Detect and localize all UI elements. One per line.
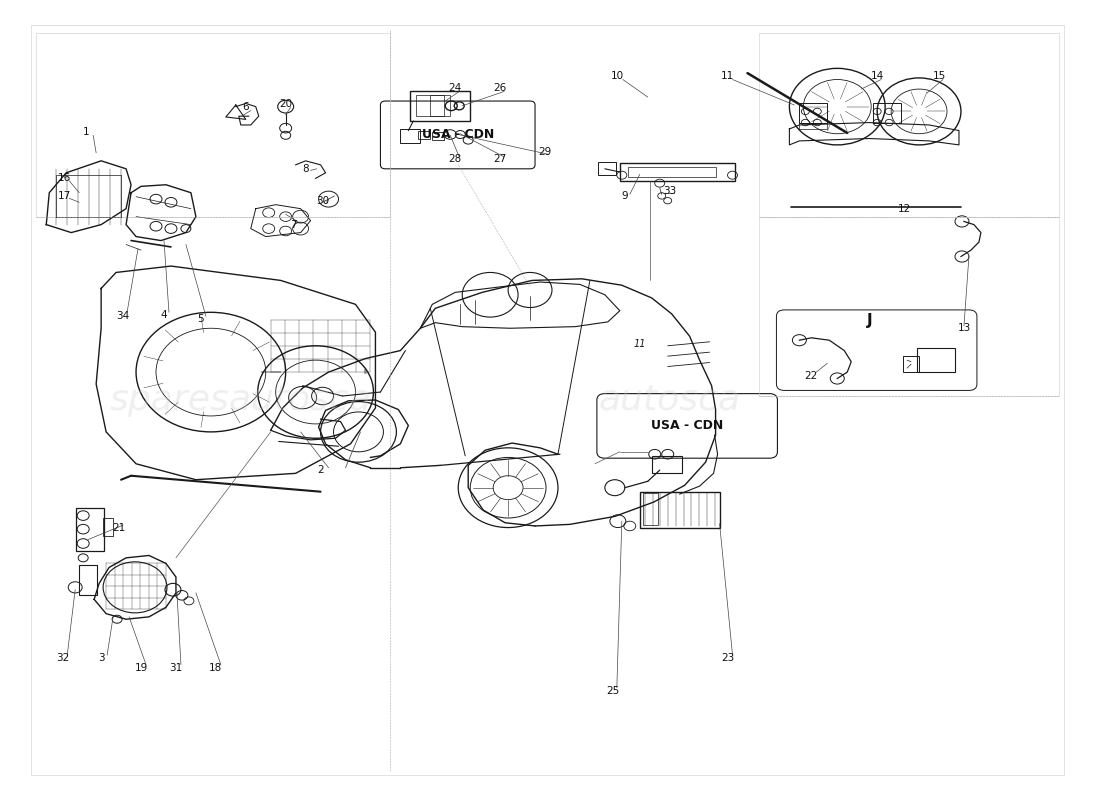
Bar: [400, 129, 420, 143]
Text: 31: 31: [169, 663, 183, 673]
Bar: [640, 492, 719, 527]
Bar: [410, 90, 470, 121]
Text: 17: 17: [57, 191, 70, 201]
Text: sparesautosca: sparesautosca: [110, 383, 372, 417]
Text: 24: 24: [449, 83, 462, 94]
Text: USA - CDN: USA - CDN: [651, 419, 724, 433]
Text: 14: 14: [870, 71, 883, 82]
Text: 7: 7: [290, 220, 297, 230]
Bar: [79, 565, 97, 595]
Text: J: J: [867, 313, 872, 328]
Text: 21: 21: [112, 522, 125, 533]
Bar: [642, 494, 658, 525]
Text: 5: 5: [198, 314, 205, 325]
Text: 30: 30: [316, 196, 329, 206]
Bar: [418, 130, 430, 138]
Bar: [800, 122, 827, 129]
Bar: [759, 217, 1058, 396]
Text: 9: 9: [621, 191, 628, 201]
Text: 11: 11: [634, 339, 646, 349]
Bar: [432, 132, 444, 140]
Text: 29: 29: [538, 147, 551, 157]
Text: 25: 25: [606, 686, 619, 696]
Bar: [430, 95, 450, 116]
Text: 28: 28: [449, 154, 462, 164]
Text: 11: 11: [720, 71, 734, 82]
Text: 34: 34: [117, 311, 130, 322]
Text: 13: 13: [957, 323, 970, 334]
Bar: [903, 356, 920, 372]
Text: 12: 12: [898, 204, 911, 214]
Text: 4: 4: [161, 310, 167, 321]
Text: 26: 26: [494, 83, 507, 94]
Text: 10: 10: [612, 71, 625, 82]
Bar: [416, 95, 444, 116]
Text: 27: 27: [494, 154, 507, 164]
Text: 6: 6: [242, 102, 249, 113]
Text: 19: 19: [134, 663, 147, 673]
Text: 33: 33: [663, 186, 676, 196]
Text: 20: 20: [279, 99, 293, 110]
Bar: [36, 34, 390, 217]
Text: 2: 2: [317, 465, 323, 475]
Text: USA - CDN: USA - CDN: [421, 129, 494, 142]
Bar: [598, 162, 616, 175]
Text: autosca: autosca: [598, 383, 740, 417]
Text: 15: 15: [933, 71, 946, 82]
Bar: [873, 102, 901, 122]
Text: 32: 32: [56, 654, 70, 663]
Text: 18: 18: [209, 663, 222, 673]
Text: 3: 3: [98, 654, 104, 663]
Bar: [917, 348, 955, 372]
Bar: [76, 508, 104, 551]
Text: 8: 8: [302, 164, 309, 174]
Text: 23: 23: [720, 654, 734, 663]
Text: 1: 1: [82, 127, 89, 137]
Text: 16: 16: [57, 174, 70, 183]
Bar: [651, 456, 682, 474]
Bar: [619, 163, 735, 181]
Text: 22: 22: [805, 371, 818, 381]
Bar: [103, 518, 113, 535]
Text: II: II: [363, 369, 367, 375]
Bar: [628, 167, 716, 177]
Bar: [800, 102, 827, 122]
Bar: [759, 34, 1058, 217]
